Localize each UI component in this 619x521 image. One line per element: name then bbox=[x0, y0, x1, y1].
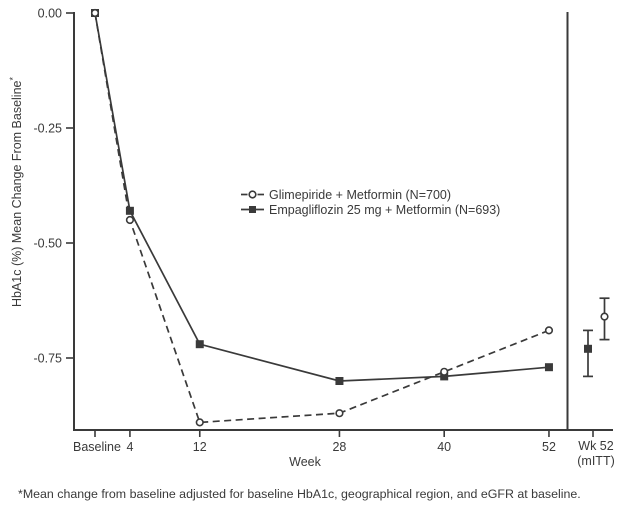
x-tick-label: 52 bbox=[542, 440, 556, 454]
mitt-error-bar-empagliflozin bbox=[583, 329, 593, 378]
mitt-point-empagliflozin bbox=[584, 344, 592, 353]
data-point-empagliflozin bbox=[544, 363, 553, 372]
data-point-empagliflozin bbox=[125, 206, 134, 215]
legend: Glimepiride + Metformin (N=700) Empaglif… bbox=[241, 187, 500, 217]
data-point-glimepiride bbox=[440, 367, 449, 376]
legend-item-empagliflozin: Empagliflozin 25 mg + Metformin (N=693) bbox=[241, 202, 500, 217]
data-point-glimepiride bbox=[125, 215, 135, 225]
x-tick-label: 12 bbox=[193, 440, 207, 454]
mitt-point-glimepiride bbox=[600, 312, 609, 321]
axes bbox=[73, 12, 613, 431]
data-point-glimepiride bbox=[335, 409, 344, 418]
x-tick-label: 40 bbox=[437, 440, 451, 454]
mitt-label-line2: (mITT) bbox=[577, 454, 615, 468]
mitt-error-bar-glimepiride bbox=[599, 297, 610, 341]
data-point-glimepiride bbox=[195, 418, 204, 427]
legend-label-empagliflozin: Empagliflozin 25 mg + Metformin (N=693) bbox=[269, 202, 501, 217]
x-axis-ticks: Baseline 4 12 28 40 52 bbox=[73, 430, 594, 454]
data-point-glimepiride bbox=[544, 326, 554, 335]
y-axis-label: HbA1c (%) Mean Change From Baseline* bbox=[8, 77, 24, 307]
open-circle-dashed-line-icon bbox=[241, 190, 264, 199]
data-point-empagliflozin bbox=[335, 377, 344, 385]
series-line-glimepiride bbox=[94, 12, 550, 424]
x-axis-label: Week bbox=[289, 455, 321, 469]
mitt-axis-label: Wk 52 (mITT) bbox=[577, 439, 614, 469]
series-line-empagliflozin bbox=[94, 12, 550, 382]
x-tick-label: Baseline bbox=[73, 440, 121, 454]
data-point-empagliflozin bbox=[195, 340, 204, 349]
y-tick-label: -0.50 bbox=[34, 237, 63, 251]
filled-square-solid-line-icon bbox=[241, 206, 264, 213]
legend-label-glimepiride: Glimepiride + Metformin (N=700) bbox=[269, 187, 452, 202]
footnote: *Mean change from baseline adjusted for … bbox=[18, 487, 581, 501]
y-tick-label: 0.00 bbox=[38, 7, 62, 21]
y-axis-ticks: 0.00 -0.25 -0.50 -0.75 bbox=[34, 7, 74, 366]
y-axis-label-text: HbA1c (%) Mean Change From Baseline bbox=[10, 80, 25, 308]
x-tick-label: 4 bbox=[126, 440, 133, 454]
y-axis-label-superscript: * bbox=[7, 76, 18, 81]
data-point-glimepiride bbox=[90, 8, 100, 18]
y-tick-label: -0.25 bbox=[34, 122, 63, 136]
mitt-label-line1: Wk 52 bbox=[578, 439, 614, 453]
x-tick-label: 28 bbox=[332, 440, 346, 454]
y-tick-label: -0.75 bbox=[34, 352, 63, 366]
legend-item-glimepiride: Glimepiride + Metformin (N=700) bbox=[241, 187, 500, 202]
series-markers-glimepiride bbox=[90, 8, 554, 427]
